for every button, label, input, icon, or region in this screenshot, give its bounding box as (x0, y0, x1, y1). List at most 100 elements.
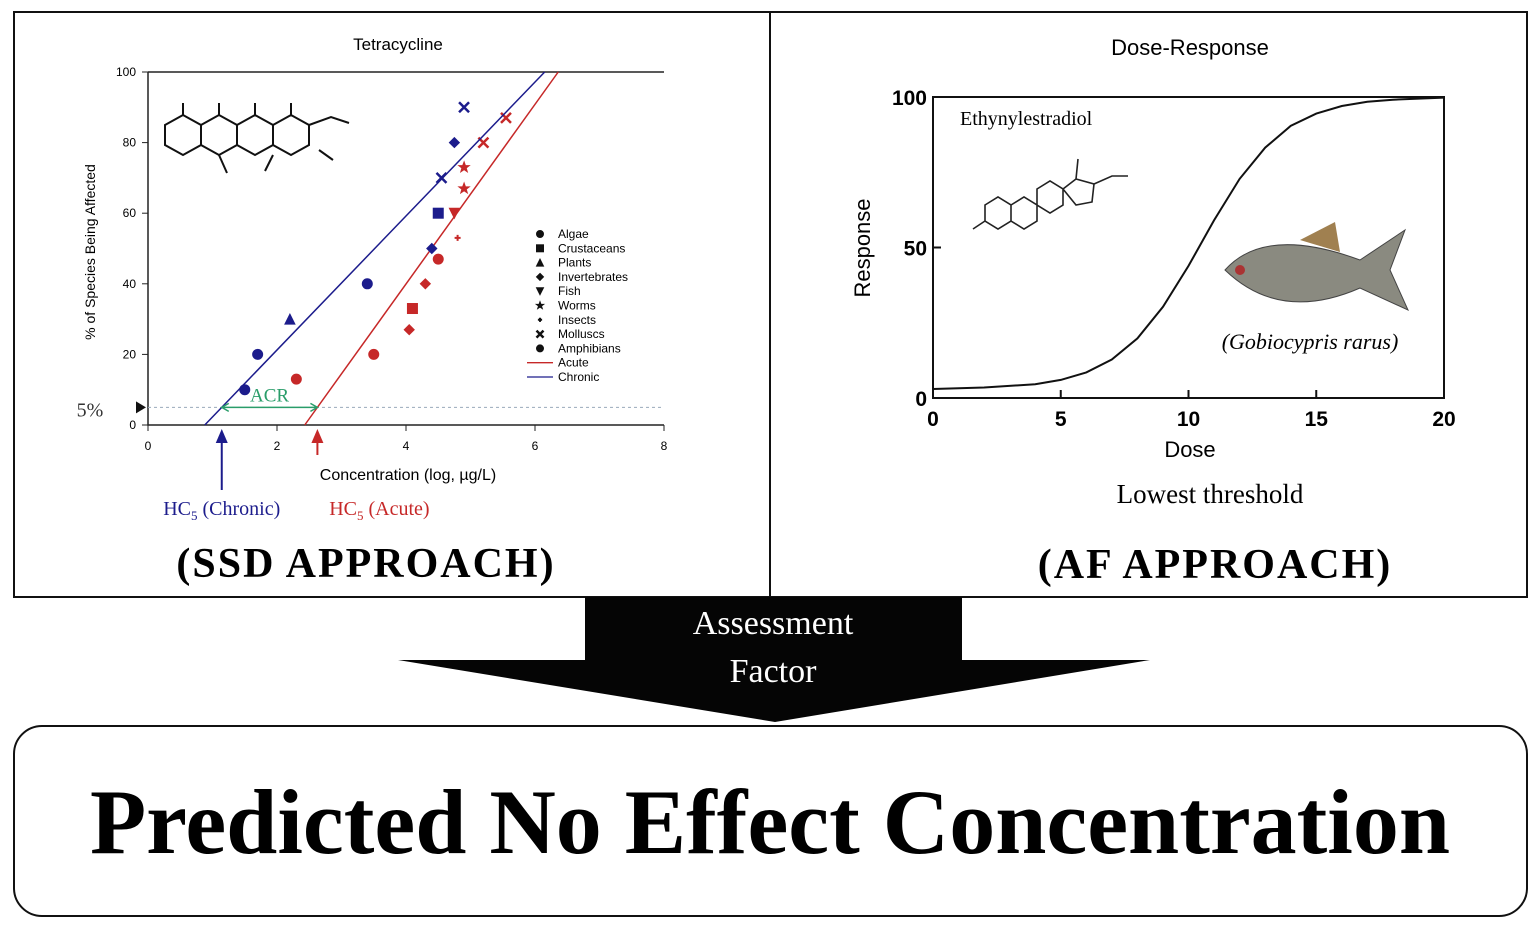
hc5-base: HC (163, 498, 191, 520)
conclusion-box (13, 725, 1528, 917)
marker-circle (536, 230, 544, 238)
hc5-arrow-head (311, 429, 324, 443)
marker-diamond (426, 242, 438, 255)
x-tick-label: 2 (274, 439, 281, 453)
hc5-base: HC (329, 498, 357, 520)
x-tick-label: 6 (532, 439, 539, 453)
y-tick-label: 40 (123, 277, 137, 291)
ssd-title: Tetracycline (353, 35, 443, 54)
fish-dorsal-fin (1300, 222, 1340, 252)
x-tick-label: 0 (145, 439, 152, 453)
marker-x (500, 112, 512, 124)
y-tick-label: 20 (123, 347, 137, 361)
marker-x (535, 329, 545, 339)
legend-label: Amphibians (558, 341, 621, 355)
arrow-text: Assessment (693, 605, 854, 642)
dose-x-label: Dose (1164, 437, 1215, 462)
side-bonds (182, 103, 350, 174)
marker-circle (536, 344, 544, 353)
hc5-arrow-head (215, 429, 228, 443)
legend-label: Insects (558, 313, 596, 327)
marker-circle (361, 278, 373, 290)
marker-star (534, 300, 546, 310)
ssd-approach: (SSD APPROACH) (176, 541, 555, 587)
marker-triangle-down (448, 207, 461, 220)
marker-diamond (419, 278, 432, 290)
legend-label: Fish (558, 284, 581, 298)
fish-illustration (1224, 222, 1410, 312)
marker-diamond (448, 136, 461, 149)
marker-plus (537, 317, 543, 322)
threshold-label: 5% (77, 399, 104, 421)
ethynylestradiol-structure (972, 158, 1128, 230)
y-tick-label: 50 (904, 238, 927, 261)
hc5-label: HC5 (Acute) (329, 498, 429, 523)
marker-circle (252, 348, 264, 360)
marker-star (457, 160, 471, 174)
y-tick-label: 0 (915, 388, 927, 411)
fish-eye (1235, 265, 1245, 275)
conclusion-text: Predicted No Effect Concentration (90, 771, 1450, 873)
ssd-x-label: Concentration (log, µg/L) (320, 467, 496, 484)
marker-triangle-down (535, 287, 545, 296)
legend-label: Worms (558, 299, 596, 313)
marker-star (457, 181, 471, 195)
legend-label: Plants (558, 256, 591, 270)
marker-square (406, 303, 418, 315)
legend-label: Invertebrates (558, 270, 628, 284)
marker-triangle (535, 257, 545, 267)
x-tick-label: 8 (661, 439, 668, 453)
arrow-text: Factor (730, 653, 818, 690)
legend-label: Algae (558, 227, 589, 241)
ring-bonds (972, 158, 1128, 230)
ring-bonds (164, 113, 310, 157)
dose-title: Dose-Response (1111, 35, 1269, 60)
af-approach: (AF APPROACH) (1038, 542, 1393, 588)
legend-label: Acute (558, 356, 589, 370)
marker-diamond (535, 272, 545, 282)
down-arrow (398, 597, 1150, 722)
y-tick-label: 100 (116, 65, 136, 79)
legend-label: Chronic (558, 370, 599, 384)
hc5-sub: 5 (191, 508, 198, 523)
threshold-pointer (136, 401, 146, 414)
dose-response-curve (932, 96, 1445, 390)
y-tick-label: 60 (123, 206, 137, 220)
dose-y-label: Response (850, 198, 875, 297)
marker-square (536, 244, 544, 253)
y-tick-label: 100 (892, 87, 927, 110)
marker-circle (239, 384, 251, 396)
fit-line (204, 71, 546, 426)
acr-label: ACR (250, 385, 289, 406)
dose-note: Lowest threshold (1117, 479, 1304, 509)
marker-plus (454, 234, 461, 241)
legend-label: Crustaceans (558, 241, 625, 255)
marker-square (432, 207, 444, 219)
x-tick-label: 5 (1055, 408, 1067, 431)
hc5-label: HC5 (Chronic) (163, 498, 280, 523)
marker-diamond (403, 323, 415, 336)
legend-label: Molluscs (558, 327, 605, 341)
marker-circle (368, 348, 380, 360)
compound-name: Ethynylestradiol (960, 108, 1093, 130)
ssd-y-label: % of Species Being Affected (82, 164, 98, 340)
fish-body (1224, 228, 1410, 312)
x-tick-label: 10 (1177, 408, 1200, 431)
species-name: (Gobiocypris rarus) (1222, 329, 1399, 354)
marker-circle (290, 373, 302, 385)
tetracycline-structure (164, 103, 350, 174)
marker-x (458, 101, 470, 114)
hc5-sub: 5 (357, 508, 364, 523)
hc5-text: (Chronic) (198, 498, 281, 520)
acr-arrow (220, 402, 319, 413)
marker-x (435, 172, 448, 184)
marker-circle (432, 253, 444, 265)
hc5-text: (Acute) (364, 498, 430, 520)
marker-triangle (284, 312, 296, 325)
x-tick-label: 0 (927, 408, 939, 431)
y-tick-label: 0 (129, 418, 136, 432)
y-tick-label: 80 (123, 136, 137, 150)
